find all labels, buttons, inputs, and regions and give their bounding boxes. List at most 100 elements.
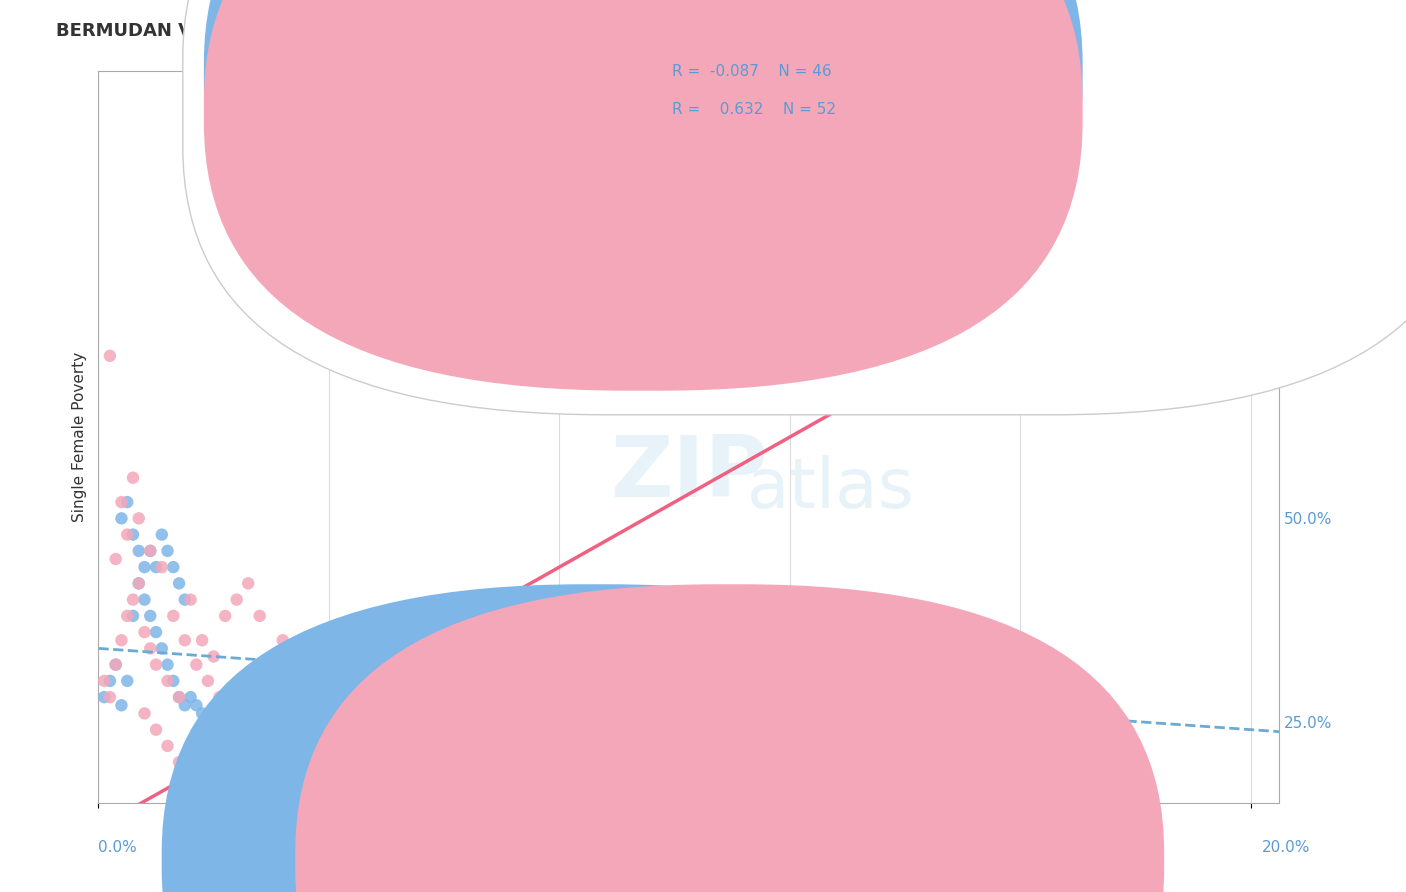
Point xyxy=(167,576,190,591)
Point xyxy=(208,698,231,713)
Point xyxy=(277,739,299,753)
Point xyxy=(202,649,225,664)
Point xyxy=(288,755,311,769)
Point xyxy=(93,690,115,705)
Text: R =  -0.087    N = 46: R = -0.087 N = 46 xyxy=(672,64,832,78)
Point xyxy=(145,560,167,574)
Point xyxy=(145,723,167,737)
Point xyxy=(134,706,156,721)
Point xyxy=(186,698,208,713)
Text: 20.0%: 20.0% xyxy=(1263,840,1310,855)
Point xyxy=(128,576,150,591)
Point xyxy=(254,706,277,721)
Point xyxy=(115,527,138,541)
Point xyxy=(162,608,184,623)
Point xyxy=(139,641,162,656)
Point xyxy=(225,714,247,729)
Point xyxy=(145,657,167,672)
Point xyxy=(208,690,231,705)
Text: Bermudans: Bermudans xyxy=(614,854,702,868)
Point xyxy=(243,714,266,729)
Point xyxy=(156,657,179,672)
Point xyxy=(139,544,162,558)
Point xyxy=(271,723,294,737)
Text: Immigrants from Spain: Immigrants from Spain xyxy=(748,854,924,868)
Point xyxy=(115,495,138,509)
Point xyxy=(162,560,184,574)
Point xyxy=(110,495,132,509)
Point xyxy=(260,657,283,672)
Point xyxy=(156,544,179,558)
Point xyxy=(180,592,202,607)
Point xyxy=(122,592,145,607)
Point xyxy=(134,625,156,640)
Point xyxy=(167,690,190,705)
Point xyxy=(238,723,260,737)
Point xyxy=(173,633,195,648)
Point xyxy=(128,544,150,558)
Point xyxy=(134,592,156,607)
Point xyxy=(260,739,283,753)
Point xyxy=(167,690,190,705)
Point xyxy=(122,527,145,541)
Point xyxy=(110,511,132,525)
Point xyxy=(238,576,260,591)
Point xyxy=(1067,227,1090,241)
Point xyxy=(156,673,179,688)
Point xyxy=(214,731,236,745)
Point xyxy=(145,625,167,640)
Point xyxy=(231,731,253,745)
Point xyxy=(167,755,190,769)
Point xyxy=(162,673,184,688)
Point xyxy=(128,511,150,525)
Point xyxy=(173,698,195,713)
Point xyxy=(98,349,121,363)
Point xyxy=(98,673,121,688)
Point xyxy=(225,592,247,607)
Point xyxy=(283,747,305,761)
Text: 0.0%: 0.0% xyxy=(98,840,138,855)
Point xyxy=(180,690,202,705)
Point xyxy=(98,690,121,705)
Point xyxy=(191,706,214,721)
Point xyxy=(1182,268,1205,282)
Point xyxy=(202,723,225,737)
Point xyxy=(186,657,208,672)
Point xyxy=(266,731,288,745)
Point xyxy=(271,633,294,648)
Text: BERMUDAN VS IMMIGRANTS FROM SPAIN SINGLE FEMALE POVERTY CORRELATION CHART: BERMUDAN VS IMMIGRANTS FROM SPAIN SINGLE… xyxy=(56,22,960,40)
Point xyxy=(150,560,173,574)
Point xyxy=(277,731,299,745)
Point xyxy=(104,657,127,672)
Point xyxy=(191,633,214,648)
Point xyxy=(139,608,162,623)
Text: atlas: atlas xyxy=(747,455,914,522)
Point xyxy=(283,673,305,688)
Point xyxy=(1211,169,1233,184)
Point xyxy=(104,657,127,672)
Text: ZIP: ZIP xyxy=(610,432,768,516)
Point xyxy=(243,714,266,729)
Point xyxy=(110,698,132,713)
Point xyxy=(1125,252,1147,266)
Point xyxy=(1240,145,1263,160)
Point xyxy=(249,706,271,721)
Point xyxy=(1153,202,1175,217)
Point xyxy=(197,714,219,729)
Text: R =    0.632    N = 52: R = 0.632 N = 52 xyxy=(672,103,837,117)
Text: Source: ZipAtlas.com: Source: ZipAtlas.com xyxy=(1202,22,1350,37)
Point xyxy=(249,608,271,623)
Point xyxy=(110,633,132,648)
Point xyxy=(150,527,173,541)
Point xyxy=(197,673,219,688)
Point xyxy=(122,471,145,485)
Point xyxy=(134,560,156,574)
Point xyxy=(231,698,253,713)
Point xyxy=(139,544,162,558)
Point xyxy=(128,576,150,591)
Point xyxy=(214,608,236,623)
Point xyxy=(104,552,127,566)
Point xyxy=(173,592,195,607)
Point xyxy=(266,723,288,737)
Point xyxy=(122,608,145,623)
